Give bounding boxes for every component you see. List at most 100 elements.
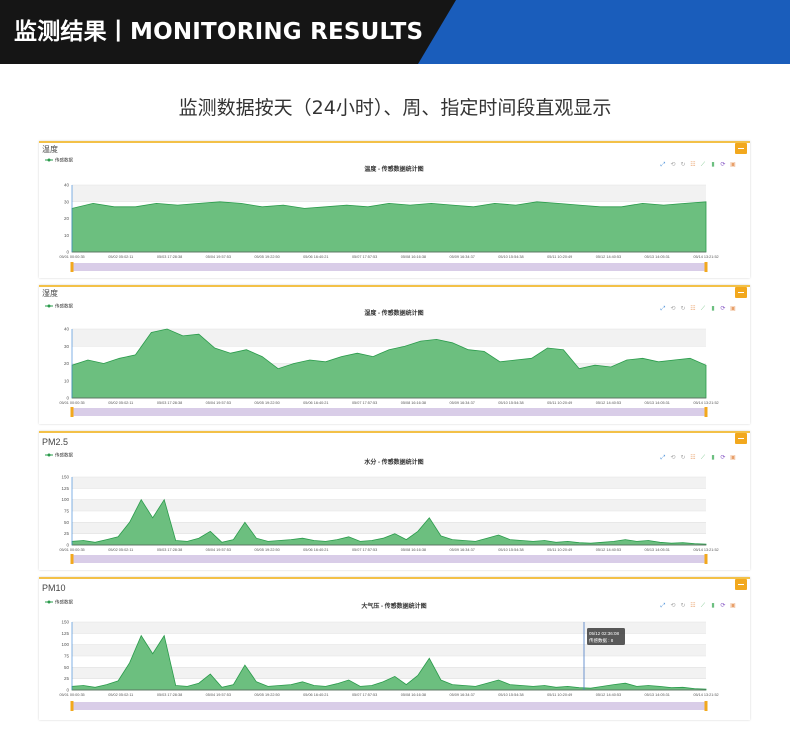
save-image-icon[interactable]: ▣ (730, 602, 736, 609)
y-tick-label: 25 (64, 531, 70, 536)
save-image-icon[interactable]: ▣ (730, 454, 736, 461)
refresh-icon[interactable]: ⟳ (720, 161, 725, 168)
x-tick-label: 05/05 19:22:50 (254, 255, 279, 259)
x-tick-label: 05/02 05:02:11 (108, 548, 133, 552)
line-chart-icon[interactable]: ⟋ (701, 454, 706, 461)
x-tick-label: 05/10 15:54:38 (498, 255, 523, 259)
x-tick-label: 05/01 00:00:35 (59, 255, 84, 259)
banner-background (0, 0, 790, 64)
header-banner: 监测结果丨MONITORING RESULTS (0, 0, 790, 64)
data-zoom-slider[interactable] (72, 263, 706, 271)
zoom-icon[interactable]: ⤢ (661, 454, 666, 461)
slider-handle[interactable] (70, 701, 74, 711)
slider-handle[interactable] (70, 407, 74, 417)
zoom-icon[interactable]: ⤢ (661, 161, 666, 168)
x-tick-label: 05/02 05:02:11 (108, 255, 133, 259)
line-chart-icon[interactable]: ⟋ (701, 602, 706, 609)
x-tick-label: 05/06 16:40:21 (303, 548, 328, 552)
area-chart[interactable]: 0 10 20 30 40 05/01 00:00:35 05/02 05:02:11 05/… (39, 287, 750, 426)
x-tick-label: 05/01 00:00:35 (59, 401, 84, 405)
y-tick-label: 30 (64, 199, 70, 204)
legend-label[interactable]: 传感数据 (55, 157, 73, 164)
panel-label: PM10 (42, 583, 66, 593)
slider-handle[interactable] (704, 701, 708, 711)
x-tick-label: 05/06 16:40:21 (303, 401, 328, 405)
zoom-icon[interactable]: ⤢ (661, 305, 666, 312)
restore-icon[interactable]: ↻ (680, 602, 685, 609)
slider-handle[interactable] (704, 554, 708, 564)
y-tick-label: 100 (61, 497, 69, 502)
refresh-icon[interactable]: ⟳ (720, 454, 725, 461)
tooltip-box (587, 628, 625, 645)
reset-zoom-icon[interactable]: ⟲ (670, 161, 675, 168)
reset-zoom-icon[interactable]: ⟲ (670, 305, 675, 312)
slider-handle[interactable] (70, 262, 74, 272)
y-tick-label: 10 (64, 233, 70, 238)
collapse-button[interactable] (735, 143, 747, 154)
x-tick-label: 05/02 05:02:11 (108, 401, 133, 405)
y-tick-label: 20 (64, 361, 70, 366)
refresh-icon[interactable]: ⟳ (720, 602, 725, 609)
y-tick-label: 50 (64, 665, 70, 670)
collapse-button[interactable] (735, 287, 747, 298)
grid-band (72, 667, 706, 679)
series-area (71, 201, 707, 253)
chart-title: 温度 - 传感数据统计图 (364, 167, 424, 173)
legend-label[interactable]: 传感数据 (55, 303, 73, 310)
y-tick-label: 0 (66, 543, 69, 548)
grid-band (72, 185, 706, 202)
reset-zoom-icon[interactable]: ⟲ (670, 454, 675, 461)
y-tick-label: 20 (64, 216, 70, 221)
refresh-icon[interactable]: ⟳ (720, 305, 725, 312)
x-tick-label: 05/09 16:34:37 (449, 255, 474, 259)
slider-handle[interactable] (704, 407, 708, 417)
restore-icon[interactable]: ↻ (680, 454, 685, 461)
data-view-icon[interactable]: ☷ (690, 454, 695, 461)
x-tick-label: 05/06 16:40:21 (303, 693, 328, 697)
line-chart-icon[interactable]: ⟋ (701, 161, 706, 168)
x-tick-label: 05/14 13:21:52 (693, 255, 718, 259)
slider-handle[interactable] (70, 554, 74, 564)
area-chart[interactable]: 0 25 50 75 100 125 150 05/01 00:00:35 05/02 05:0… (39, 433, 750, 572)
x-tick-label: 05/05 19:22:50 (254, 401, 279, 405)
y-tick-label: 40 (64, 183, 70, 188)
save-image-icon[interactable]: ▣ (730, 305, 736, 312)
area-chart[interactable]: 0 10 20 30 40 05/01 00:00:35 05/02 05:02:11 05/… (39, 143, 750, 280)
data-zoom-slider[interactable] (72, 702, 706, 710)
x-tick-label: 05/07 17:57:53 (352, 401, 377, 405)
data-zoom-slider[interactable] (72, 408, 706, 416)
chart-panel-humidity: 湿度 湿度 - 传感数据统计图 0 10 20 30 40 05/01 00:00:35 0… (39, 285, 750, 424)
grid-band (72, 499, 706, 511)
data-view-icon[interactable]: ☷ (690, 305, 695, 312)
x-tick-label: 05/12 14:40:53 (596, 401, 621, 405)
x-tick-label: 05/03 17:28:38 (157, 548, 182, 552)
bar-chart-icon[interactable]: ▮ (711, 454, 714, 461)
y-tick-label: 100 (61, 642, 69, 647)
data-view-icon[interactable]: ☷ (690, 161, 695, 168)
y-tick-label: 125 (61, 486, 69, 491)
zoom-icon[interactable]: ⤢ (661, 602, 666, 609)
x-tick-label: 05/04 19:57:53 (206, 548, 231, 552)
chart-panel-pm25: PM2.5 水分 - 传感数据统计图 0 25 50 75 100 125 150 05/01… (39, 431, 750, 570)
legend-label[interactable]: 传感数据 (55, 599, 73, 606)
save-image-icon[interactable]: ▣ (730, 161, 736, 168)
data-zoom-slider[interactable] (72, 555, 706, 563)
x-tick-label: 05/11 10:20:49 (547, 255, 572, 259)
panel-label: PM2.5 (42, 437, 69, 447)
restore-icon[interactable]: ↻ (680, 161, 685, 168)
reset-zoom-icon[interactable]: ⟲ (670, 602, 675, 609)
area-chart[interactable]: 0 25 50 75 100 125 150 05/01 00:00:35 05/02 05:0… (39, 579, 750, 722)
x-tick-label: 05/09 16:34:37 (449, 693, 474, 697)
slider-handle[interactable] (704, 262, 708, 272)
x-tick-label: 05/04 19:57:53 (206, 255, 231, 259)
legend-label[interactable]: 传感数据 (55, 452, 73, 459)
line-chart-icon[interactable]: ⟋ (701, 305, 706, 312)
collapse-button[interactable] (735, 433, 747, 444)
bar-chart-icon[interactable]: ▮ (711, 161, 714, 168)
data-view-icon[interactable]: ☷ (690, 602, 695, 609)
collapse-button[interactable] (735, 579, 747, 590)
bar-chart-icon[interactable]: ▮ (711, 602, 714, 609)
bar-chart-icon[interactable]: ▮ (711, 305, 714, 312)
y-tick-label: 30 (64, 344, 70, 349)
restore-icon[interactable]: ↻ (680, 305, 685, 312)
